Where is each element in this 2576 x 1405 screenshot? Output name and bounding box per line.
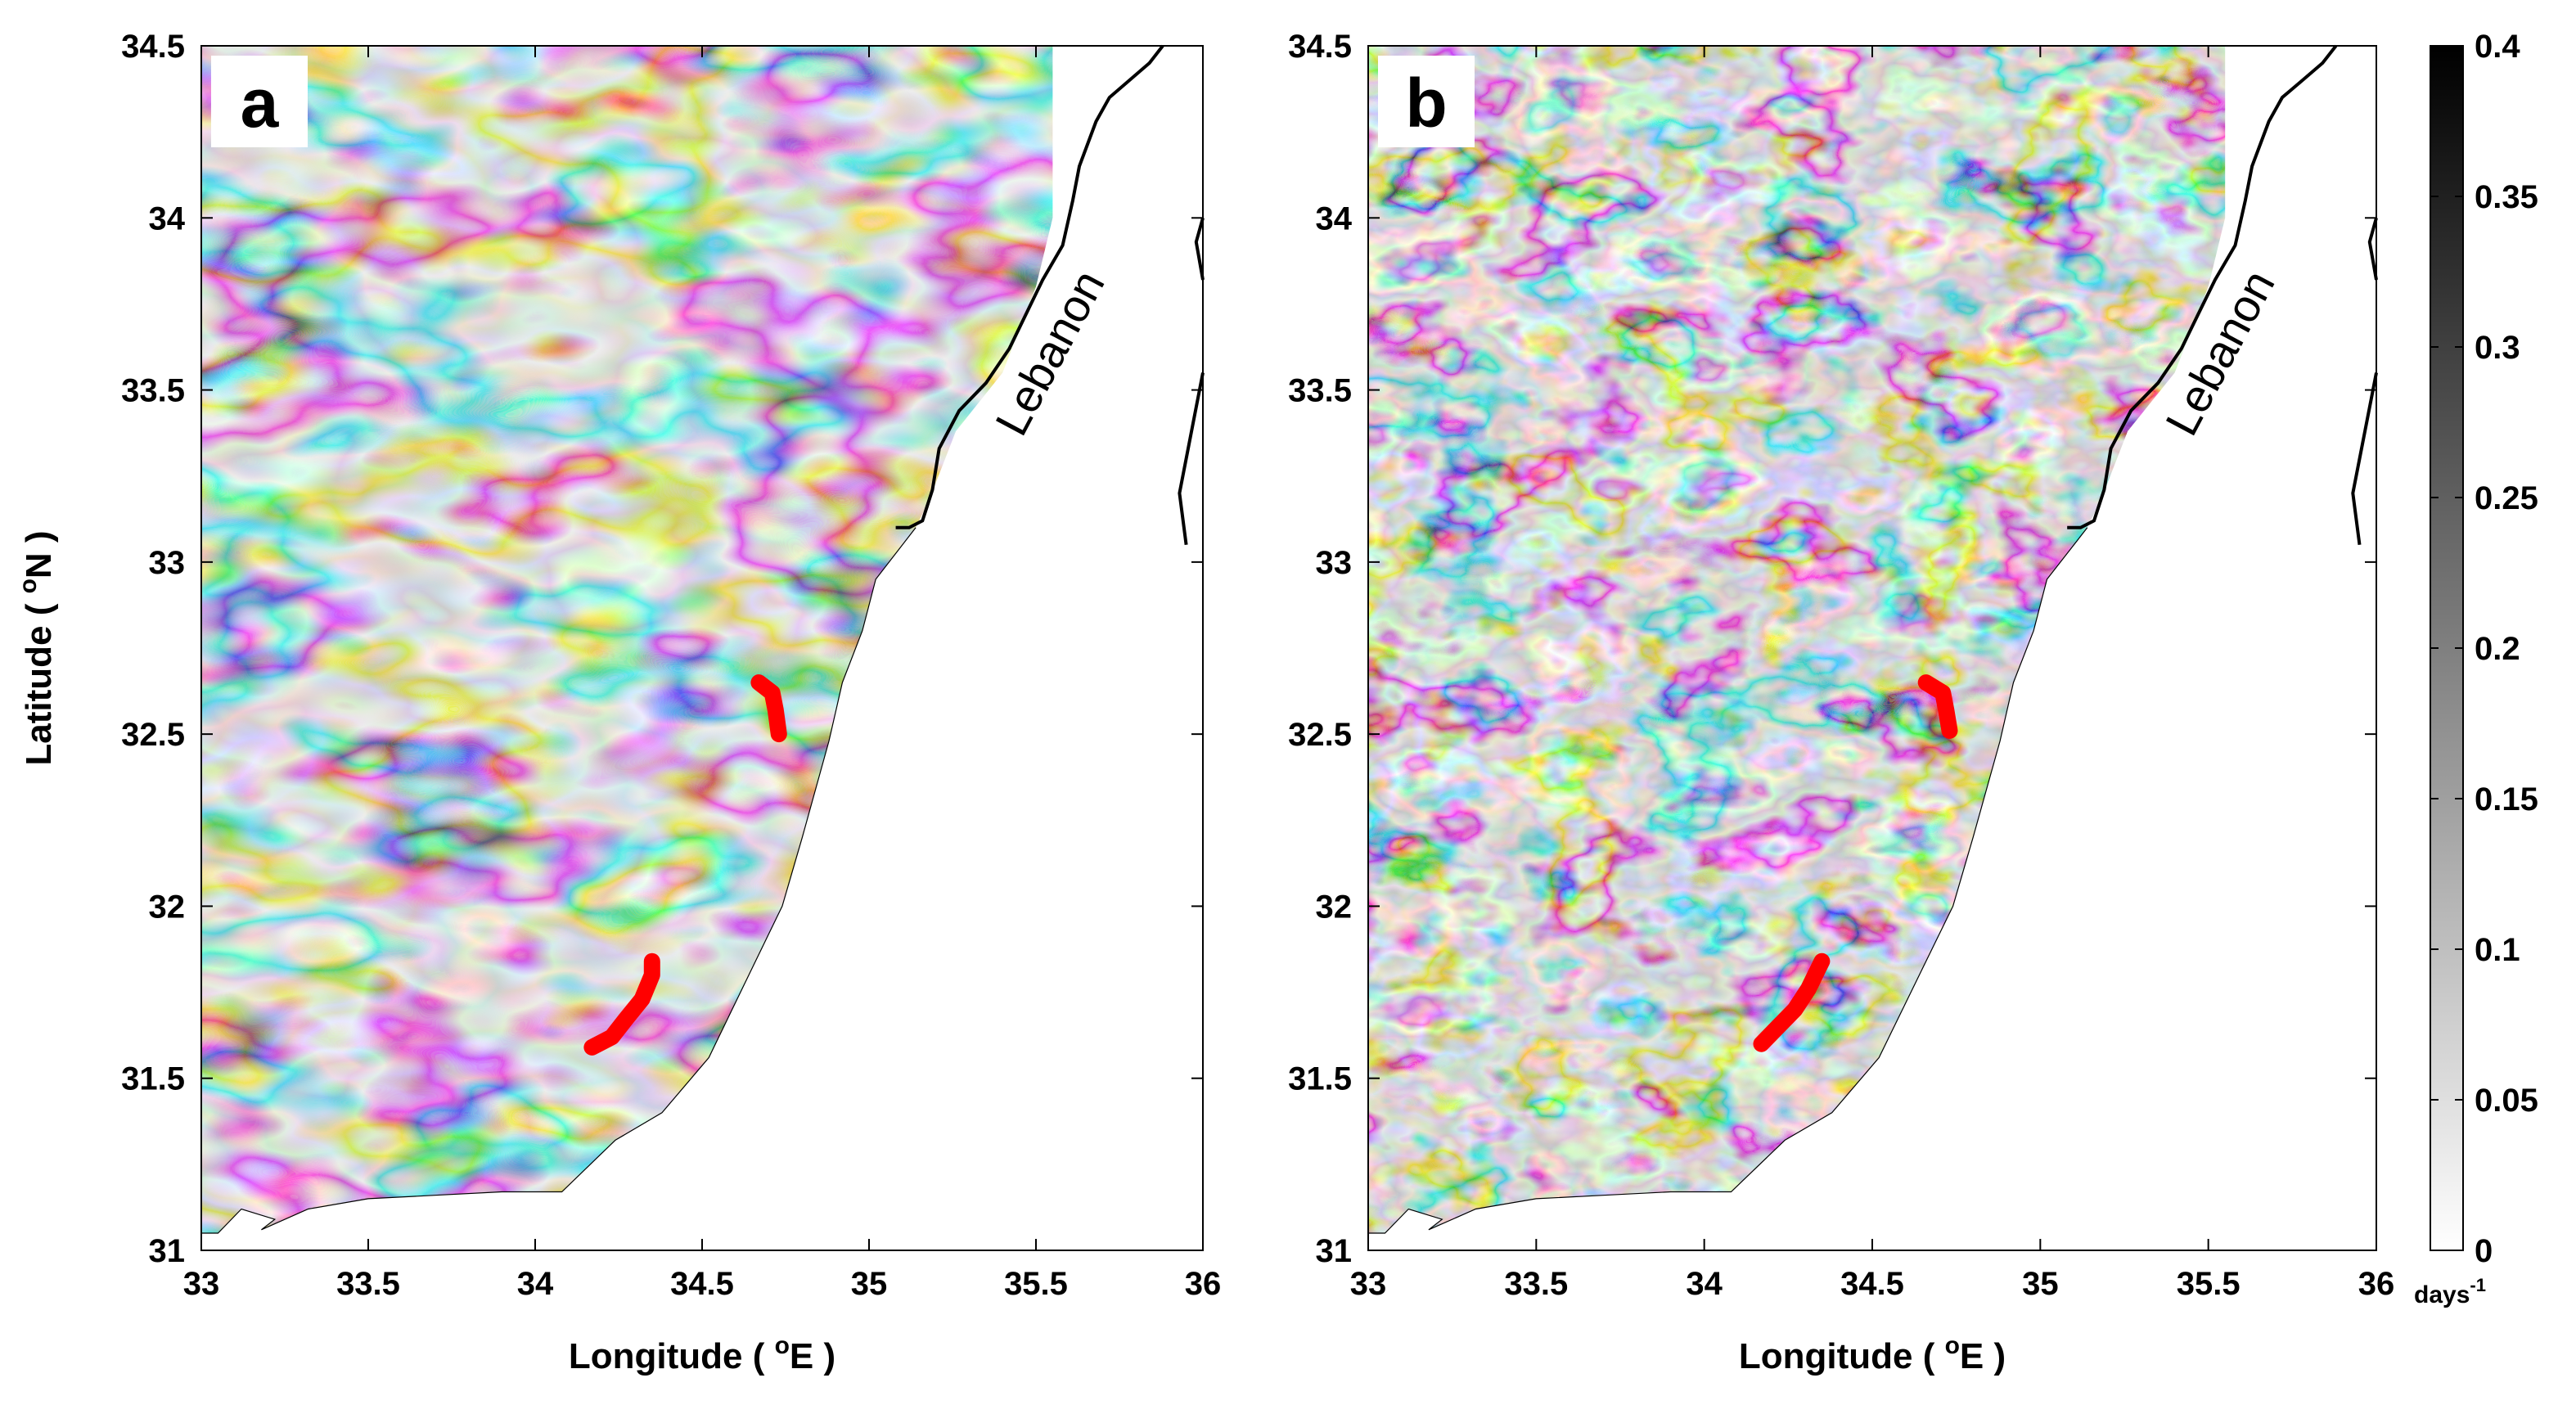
colorbar-tick-label: 0.1: [2475, 932, 2520, 968]
y-tick-label: 32.5: [1288, 717, 1352, 753]
colorbar-ticks: 0 0.05 0.1 0.15 0.2 0.25 0.3 0.35 0.4: [2430, 29, 2538, 1269]
x-tick-label: 35: [2022, 1266, 2059, 1302]
panel-a: a Lebanon 33 33.5 34 34.5 35 35.5 36 3131.5323…: [15, 29, 1221, 1376]
x-tick-label: 36: [1185, 1266, 1222, 1302]
panel-b-red-tracks: [1753, 674, 1958, 1052]
x-tick-label: 35.5: [1004, 1266, 1068, 1302]
red-track-0: [1917, 674, 1958, 739]
panel-a-label-box: [211, 56, 308, 147]
colorbar-tick-label: 0.05: [2475, 1083, 2538, 1119]
panel-a-red-tracks: [583, 674, 787, 1056]
y-tick-label: 31.5: [1288, 1061, 1352, 1097]
y-tick-label: 33.5: [1288, 373, 1352, 409]
y-tick-label: 31.5: [121, 1061, 185, 1097]
x-tick-label: 33.5: [1504, 1266, 1568, 1302]
panel-b-x-ticks: 33 33.5 34 34.5 35 35.5 36: [1350, 46, 2395, 1302]
panel-b-label: b: [1405, 65, 1447, 142]
colorbar-tick-label: 0.4: [2475, 29, 2520, 65]
x-tick-label: 34: [517, 1266, 554, 1302]
x-tick-label: 36: [2358, 1266, 2395, 1302]
y-tick-label: 33: [1316, 545, 1353, 581]
panel-a-x-ticks: 33 33.5 34 34.5 35 35.5 36: [183, 46, 1222, 1302]
y-tick-label: 31: [149, 1233, 186, 1269]
panel-a-y-ticks: 31 31.5 32 32.5 33 33.5 34 34.5: [121, 29, 1203, 1269]
panel-a-ylabel: Latitude ( oN ): [15, 530, 59, 765]
x-tick-label: 34: [1686, 1266, 1723, 1302]
red-track-1: [583, 952, 660, 1056]
panel-a-label: a: [241, 65, 280, 142]
y-tick-label: 31: [1316, 1233, 1353, 1269]
panel-a-domain-boundary: [201, 527, 916, 1234]
y-tick-label: 32.5: [121, 717, 185, 753]
y-tick-label: 32: [1316, 889, 1353, 925]
panel-a-xlabel: Longitude ( oE ): [569, 1332, 835, 1376]
x-tick-label: 34.5: [1840, 1266, 1904, 1302]
panel-b-domain-boundary: [1368, 527, 2088, 1234]
colorbar-tick-label: 0: [2475, 1233, 2493, 1269]
y-tick-label: 33: [149, 545, 186, 581]
x-tick-label: 34.5: [670, 1266, 734, 1302]
y-tick-label: 34: [149, 200, 186, 236]
panel-b-field: [1368, 46, 2226, 1233]
colorbar-tick-label: 0.15: [2475, 781, 2538, 817]
panel-b: b Lebanon 33 33.5 34 34.5 35 35.5 36 3131.5323…: [1288, 29, 2394, 1376]
red-track-0: [750, 674, 787, 743]
panel-b-y-ticks: 31 31.5 32 32.5 33 33.5 34 34.5: [1288, 29, 2376, 1269]
x-tick-label: 33: [183, 1266, 220, 1302]
x-tick-label: 33.5: [336, 1266, 400, 1302]
panel-b-label-box: [1378, 56, 1475, 147]
x-tick-label: 35: [851, 1266, 888, 1302]
panel-a-field: [201, 46, 1053, 1233]
colorbar-tick-label: 0.25: [2475, 480, 2538, 516]
y-tick-label: 32: [149, 889, 186, 925]
y-tick-label: 33.5: [121, 373, 185, 409]
y-tick-label: 34: [1316, 200, 1353, 236]
colorbar: 0 0.05 0.1 0.15 0.2 0.25 0.3 0.35 0.4 days-1: [2414, 29, 2538, 1308]
colorbar-tick-label: 0.3: [2475, 330, 2520, 366]
colorbar-tick-label: 0.35: [2475, 179, 2538, 215]
y-tick-label: 34.5: [1288, 29, 1352, 65]
colorbar-unit: days-1: [2414, 1275, 2486, 1308]
x-tick-label: 33: [1350, 1266, 1387, 1302]
red-track-1: [1753, 952, 1831, 1052]
colorbar-tick-label: 0.2: [2475, 631, 2520, 667]
panel-b-xlabel: Longitude ( oE ): [1739, 1332, 2006, 1376]
y-tick-label: 34.5: [121, 29, 185, 65]
x-tick-label: 35.5: [2177, 1266, 2240, 1302]
